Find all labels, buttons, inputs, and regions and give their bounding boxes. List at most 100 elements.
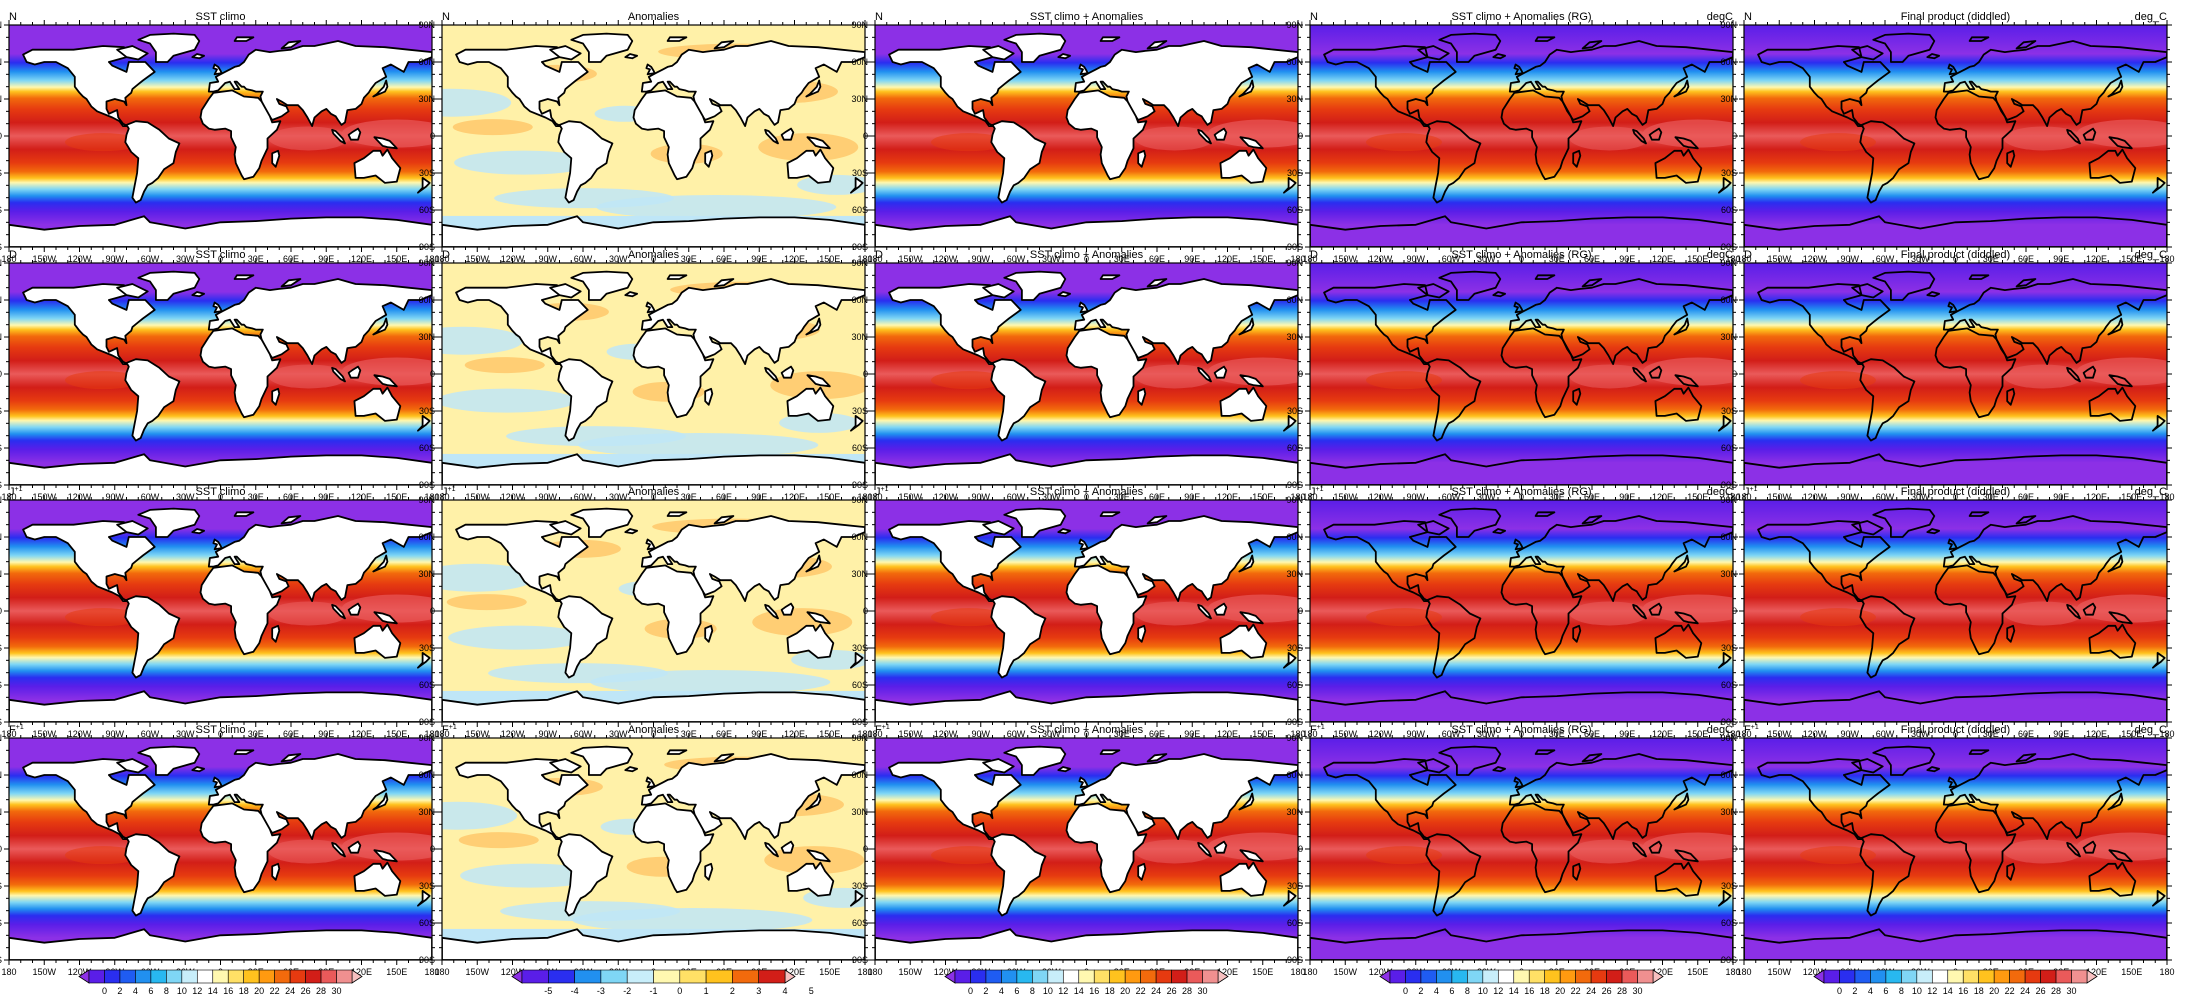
tick-marks [870, 733, 1303, 965]
colorbar-label: 22 [2005, 986, 2015, 996]
landmass-southAmerica [1859, 358, 1916, 442]
row-label: D [1744, 249, 1752, 261]
lat-tick-label: 0 [430, 844, 435, 854]
lat-tick-label: 90N [1286, 20, 1303, 30]
lat-tick-label: 30N [0, 569, 2, 579]
landmass-newZealand [1718, 177, 1732, 194]
panel-title: SST climo + Anomalies (RG) [1451, 486, 1591, 498]
lon-tick-label: 180 [1736, 967, 1751, 977]
map-field [1310, 500, 1733, 722]
landmass-iceland [1492, 528, 1506, 535]
colorbar-swatch [305, 969, 322, 984]
landmass-japan [2107, 554, 2124, 573]
landmass-newZealand [417, 415, 431, 432]
landmass-sumatra [764, 603, 779, 620]
colorbar-label: 16 [223, 986, 233, 996]
landmass-iceland [191, 528, 205, 535]
tick-marks [4, 20, 437, 252]
landmass-sumatra [1632, 128, 1647, 145]
lat-tick-label: 0 [1732, 844, 1737, 854]
map-field [442, 738, 865, 960]
landmass-africa [1065, 802, 1148, 894]
lat-tick-label: 90N [0, 20, 2, 30]
landmass-africa [1500, 802, 1583, 894]
panel-title: SST climo + Anomalies [1030, 486, 1144, 498]
landmass-australia [1654, 148, 1703, 184]
lat-tick-label: 30N [1286, 332, 1303, 342]
landmass-newGuinea [1674, 611, 1699, 625]
landmass-antarctica [1310, 690, 1733, 722]
landmass-baffin [1417, 45, 1450, 61]
landmass-borneo [347, 602, 362, 616]
lat-tick-label: 0 [0, 844, 2, 854]
colorbar-swatch [1405, 969, 1422, 984]
lat-tick-label: 90N [1720, 495, 1737, 505]
landmass-baffin [116, 45, 149, 61]
landmass-novayaZemlya [1581, 515, 1603, 525]
landmass-australia [2088, 386, 2137, 422]
landmass-africa [1934, 89, 2017, 181]
landmass-baffin [549, 520, 582, 536]
landmass-madagascar [1572, 149, 1582, 168]
lat-tick-label: 90N [418, 495, 435, 505]
colorbar-swatch [1497, 969, 1515, 984]
row-label: N [9, 11, 17, 23]
landmass-africa [632, 802, 715, 894]
colorbar-label: 2 [730, 986, 735, 996]
colorbar-swatch [547, 969, 575, 984]
cold-tongue [65, 608, 141, 627]
colorbar-swatch [336, 969, 353, 984]
colorbar-swatch [574, 969, 602, 984]
tick-marks [870, 20, 1303, 252]
landmass-borneo [2082, 365, 2097, 379]
panel-title: Anomalies [628, 249, 680, 261]
landmass-northAmerica [1757, 520, 1891, 602]
warm-pool-west-pacific [1207, 357, 1298, 386]
lat-tick-label: 90N [0, 258, 2, 268]
colorbar-label: 2 [1852, 986, 1857, 996]
colorbar-swatch [1171, 969, 1188, 984]
lat-tick-label: 60N [851, 57, 868, 67]
lon-tick-label: 120E [1217, 967, 1238, 977]
lat-tick-label: 30N [418, 94, 435, 104]
colorbar-swatch [1993, 969, 2010, 984]
landmass-sumatra [2066, 128, 2081, 145]
lat-tick-label: 60S [1721, 205, 1737, 215]
landmass-iceland [624, 291, 638, 298]
landmass-newGuinea [373, 849, 398, 863]
warm-pool-west-pacific [1207, 832, 1298, 861]
landmass-southAmerica [1859, 833, 1916, 917]
colorbar-label: 16 [1089, 986, 1099, 996]
landmass-uk [1513, 301, 1524, 314]
tick-marks [4, 733, 437, 965]
landmass-novayaZemlya [2015, 278, 2037, 288]
tick-marks [437, 733, 870, 965]
continents [875, 32, 1298, 247]
warm-pool-indian-ocean [1569, 364, 1650, 389]
landmass-baffin [1851, 758, 1884, 774]
landmass-svalbard [233, 749, 255, 755]
colorbar-label: 8 [1899, 986, 1904, 996]
colorbar-label: 10 [1478, 986, 1488, 996]
lat-tick-label: 60S [1287, 918, 1303, 928]
map-field [1744, 500, 2167, 722]
cold-tongue [931, 371, 1007, 390]
lat-tick-label: 30S [852, 406, 868, 416]
colorbar-4: 0 2 4 6 8 10 12 14 16 18 20 22 24 26 28 30 [1379, 969, 1664, 996]
row-label: D [9, 249, 17, 261]
colorbar-label: 16 [1524, 986, 1534, 996]
colorbar-swatch [653, 969, 681, 984]
map-panel-r3-c2: 90N60N30N030S60S90S180150W120W90W60W30W0… [851, 724, 1305, 977]
landmass-newZealand [1283, 652, 1297, 669]
tick-marks [1739, 20, 2172, 252]
landmass-japan [372, 792, 389, 811]
landmass-eurasia [1073, 40, 1298, 127]
landmass-iceland [1057, 766, 1071, 773]
landmass-eurasia [1508, 278, 1733, 365]
cold-tongue [1366, 846, 1442, 865]
landmass-eurasia [640, 40, 865, 127]
landmass-novayaZemlya [1581, 753, 1603, 763]
map-panel-r2-c3: 90N60N30N030S60S90S180150W120W90W60W30W0… [1286, 486, 1740, 739]
landmass-greenland [1438, 270, 1502, 301]
landmass-greenland [137, 507, 201, 538]
